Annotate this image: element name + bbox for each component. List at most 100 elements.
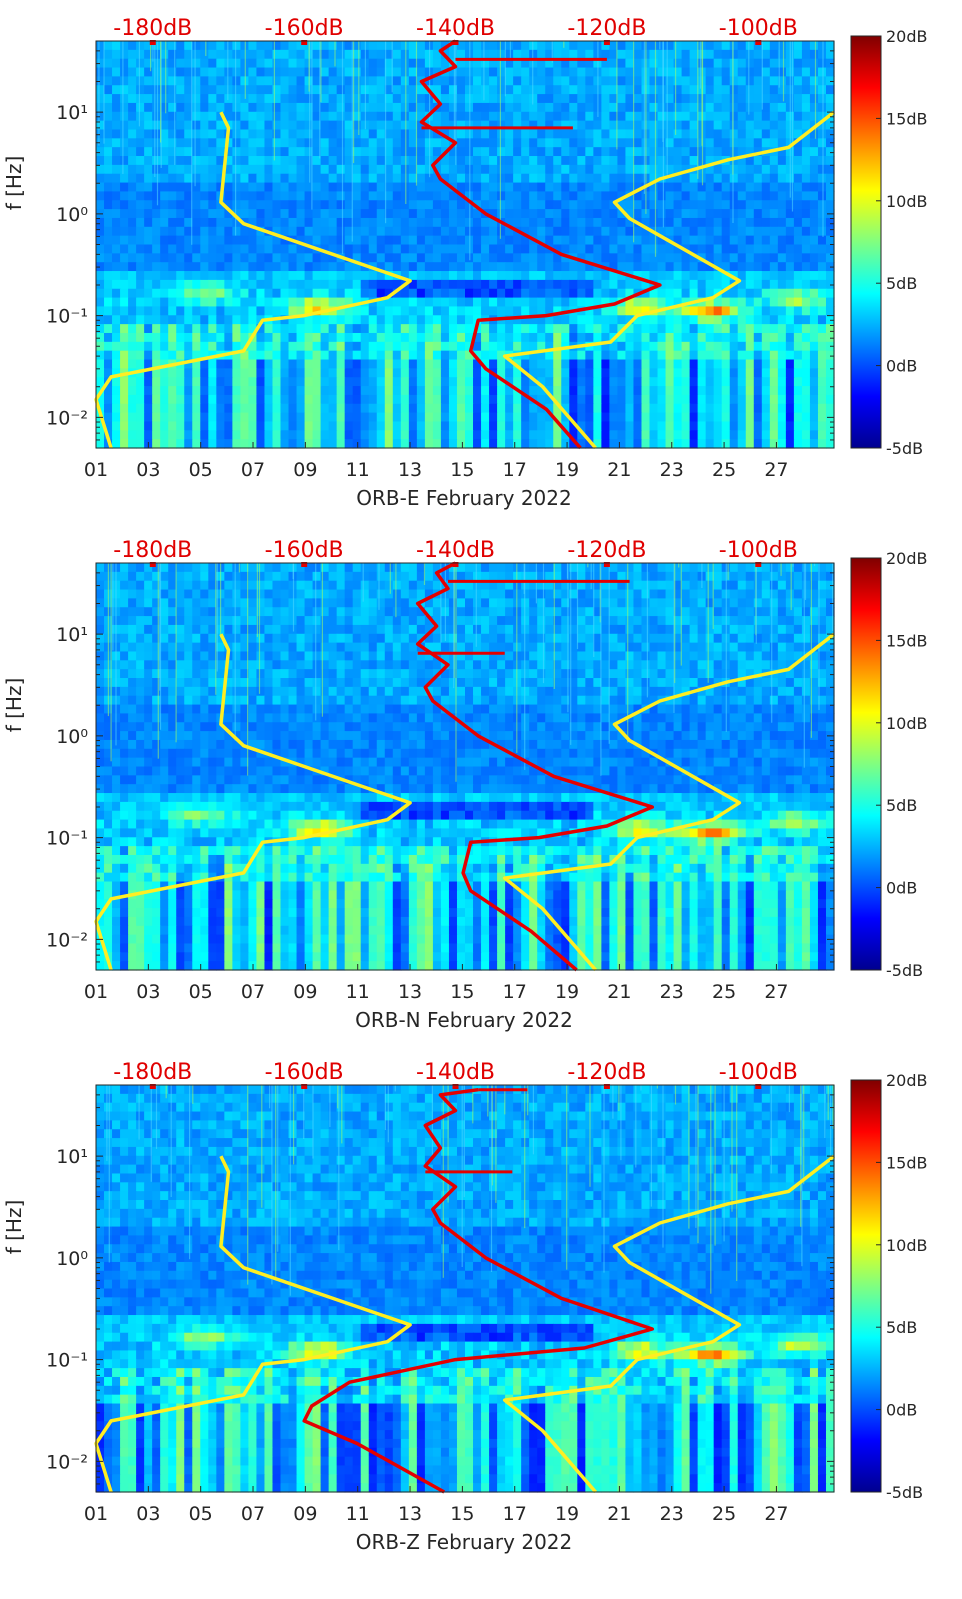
- heatmap-cell: [737, 386, 747, 396]
- heatmap-cell: [448, 324, 458, 334]
- heatmap-cell: [705, 147, 715, 157]
- heatmap-cell: [304, 430, 314, 440]
- heatmap-cell: [248, 359, 258, 369]
- heatmap-cell: [489, 394, 498, 405]
- heatmap-cell: [168, 200, 177, 210]
- heatmap-cell: [825, 226, 835, 237]
- heatmap-cell: [817, 235, 827, 246]
- heatmap-cell: [392, 279, 402, 290]
- heatmap-cell: [152, 41, 161, 51]
- heatmap-cell: [505, 386, 514, 396]
- heatmap-cell: [392, 403, 402, 414]
- heatmap-cell: [713, 129, 723, 139]
- heatmap-cell: [304, 403, 314, 414]
- heatmap-cell: [320, 386, 330, 396]
- heatmap-cell: [432, 394, 442, 405]
- heatmap-cell: [777, 306, 787, 316]
- heatmap-cell: [224, 359, 233, 369]
- heatmap-cell: [737, 350, 747, 361]
- heatmap-cell: [537, 271, 546, 281]
- heatmap-cell: [529, 571, 538, 582]
- heatmap-cell: [521, 76, 530, 86]
- heatmap-cell: [729, 200, 739, 210]
- heatmap-cell: [192, 412, 201, 423]
- heatmap-cell: [761, 94, 771, 104]
- heatmap-cell: [360, 191, 370, 201]
- heatmap-cell: [721, 94, 731, 104]
- heatmap-cell: [529, 421, 538, 431]
- heatmap-cell: [120, 297, 129, 308]
- heatmap-cell: [272, 94, 282, 104]
- heatmap-cell: [336, 607, 346, 617]
- heatmap-cell: [224, 403, 233, 414]
- heatmap-cell: [288, 341, 298, 352]
- heatmap-cell: [513, 598, 522, 608]
- heatmap-cell: [144, 403, 153, 414]
- heatmap-cell: [416, 102, 426, 113]
- heatmap-cell: [96, 129, 105, 139]
- colorbar-tick-label: 5dB: [886, 274, 917, 293]
- heatmap-cell: [432, 297, 442, 308]
- heatmap-cell: [424, 262, 434, 272]
- heatmap-cell: [120, 235, 129, 246]
- heatmap-cell: [705, 324, 715, 334]
- heatmap-cell: [569, 288, 578, 299]
- heatmap-cell: [248, 67, 258, 77]
- colorbar: 20dB 15dB 10dB 5dB 0dB -5dB: [850, 27, 928, 458]
- heatmap-cell: [649, 607, 659, 617]
- heatmap-cell: [569, 120, 578, 131]
- heatmap-cell: [400, 297, 410, 308]
- heatmap-cell: [312, 147, 322, 157]
- heatmap-cell: [408, 67, 418, 77]
- heatmap-cell: [392, 156, 402, 166]
- heatmap-cell: [689, 182, 699, 193]
- heatmap-cell: [136, 332, 145, 343]
- heatmap-cell: [481, 173, 490, 184]
- heatmap-cell: [481, 217, 490, 228]
- heatmap-cell: [320, 598, 330, 608]
- heatmap-cell: [336, 129, 346, 139]
- heatmap-cell: [825, 67, 835, 77]
- heatmap-cell: [352, 147, 362, 157]
- heatmap-cell: [673, 94, 683, 104]
- heatmap-cell: [232, 85, 241, 95]
- heatmap-cell: [553, 58, 562, 69]
- heatmap-cell: [288, 359, 298, 369]
- heatmap-cell: [729, 191, 739, 201]
- heatmap-cell: [553, 200, 562, 210]
- heatmap-cell: [144, 341, 153, 352]
- heatmap-cell: [809, 138, 819, 148]
- heatmap-cell: [737, 217, 747, 228]
- heatmap-cell: [801, 58, 811, 69]
- heatmap-cell: [376, 111, 386, 122]
- heatmap-cell: [296, 111, 306, 122]
- heatmap-cell: [336, 209, 346, 219]
- heatmap-cell: [625, 341, 635, 352]
- heatmap-cell: [617, 580, 627, 591]
- heatmap-cell: [160, 430, 169, 440]
- heatmap-cell: [280, 412, 290, 423]
- heatmap-cell: [793, 288, 803, 299]
- heatmap-cell: [665, 164, 675, 175]
- heatmap-cell: [168, 288, 177, 299]
- heatmap-cell: [152, 607, 161, 617]
- heatmap-cell: [456, 76, 466, 86]
- heatmap-cell: [448, 129, 458, 139]
- heatmap-cell: [160, 341, 169, 352]
- heatmap-cell: [192, 102, 201, 113]
- heatmap-cell: [809, 49, 819, 60]
- heatmap-cell: [272, 332, 282, 343]
- heatmap-cell: [761, 359, 771, 369]
- heatmap-cell: [144, 58, 153, 69]
- heatmap-cell: [825, 297, 835, 308]
- heatmap-cell: [553, 430, 562, 440]
- heatmap-cell: [649, 49, 659, 60]
- heatmap-cell: [352, 306, 362, 316]
- heatmap-cell: [817, 164, 827, 175]
- heatmap-cell: [497, 85, 506, 95]
- heatmap-cell: [304, 173, 314, 184]
- heatmap-cell: [721, 217, 731, 228]
- heatmap-cell: [537, 279, 546, 290]
- heatmap-cell: [465, 403, 474, 414]
- heatmap-cell: [481, 439, 490, 449]
